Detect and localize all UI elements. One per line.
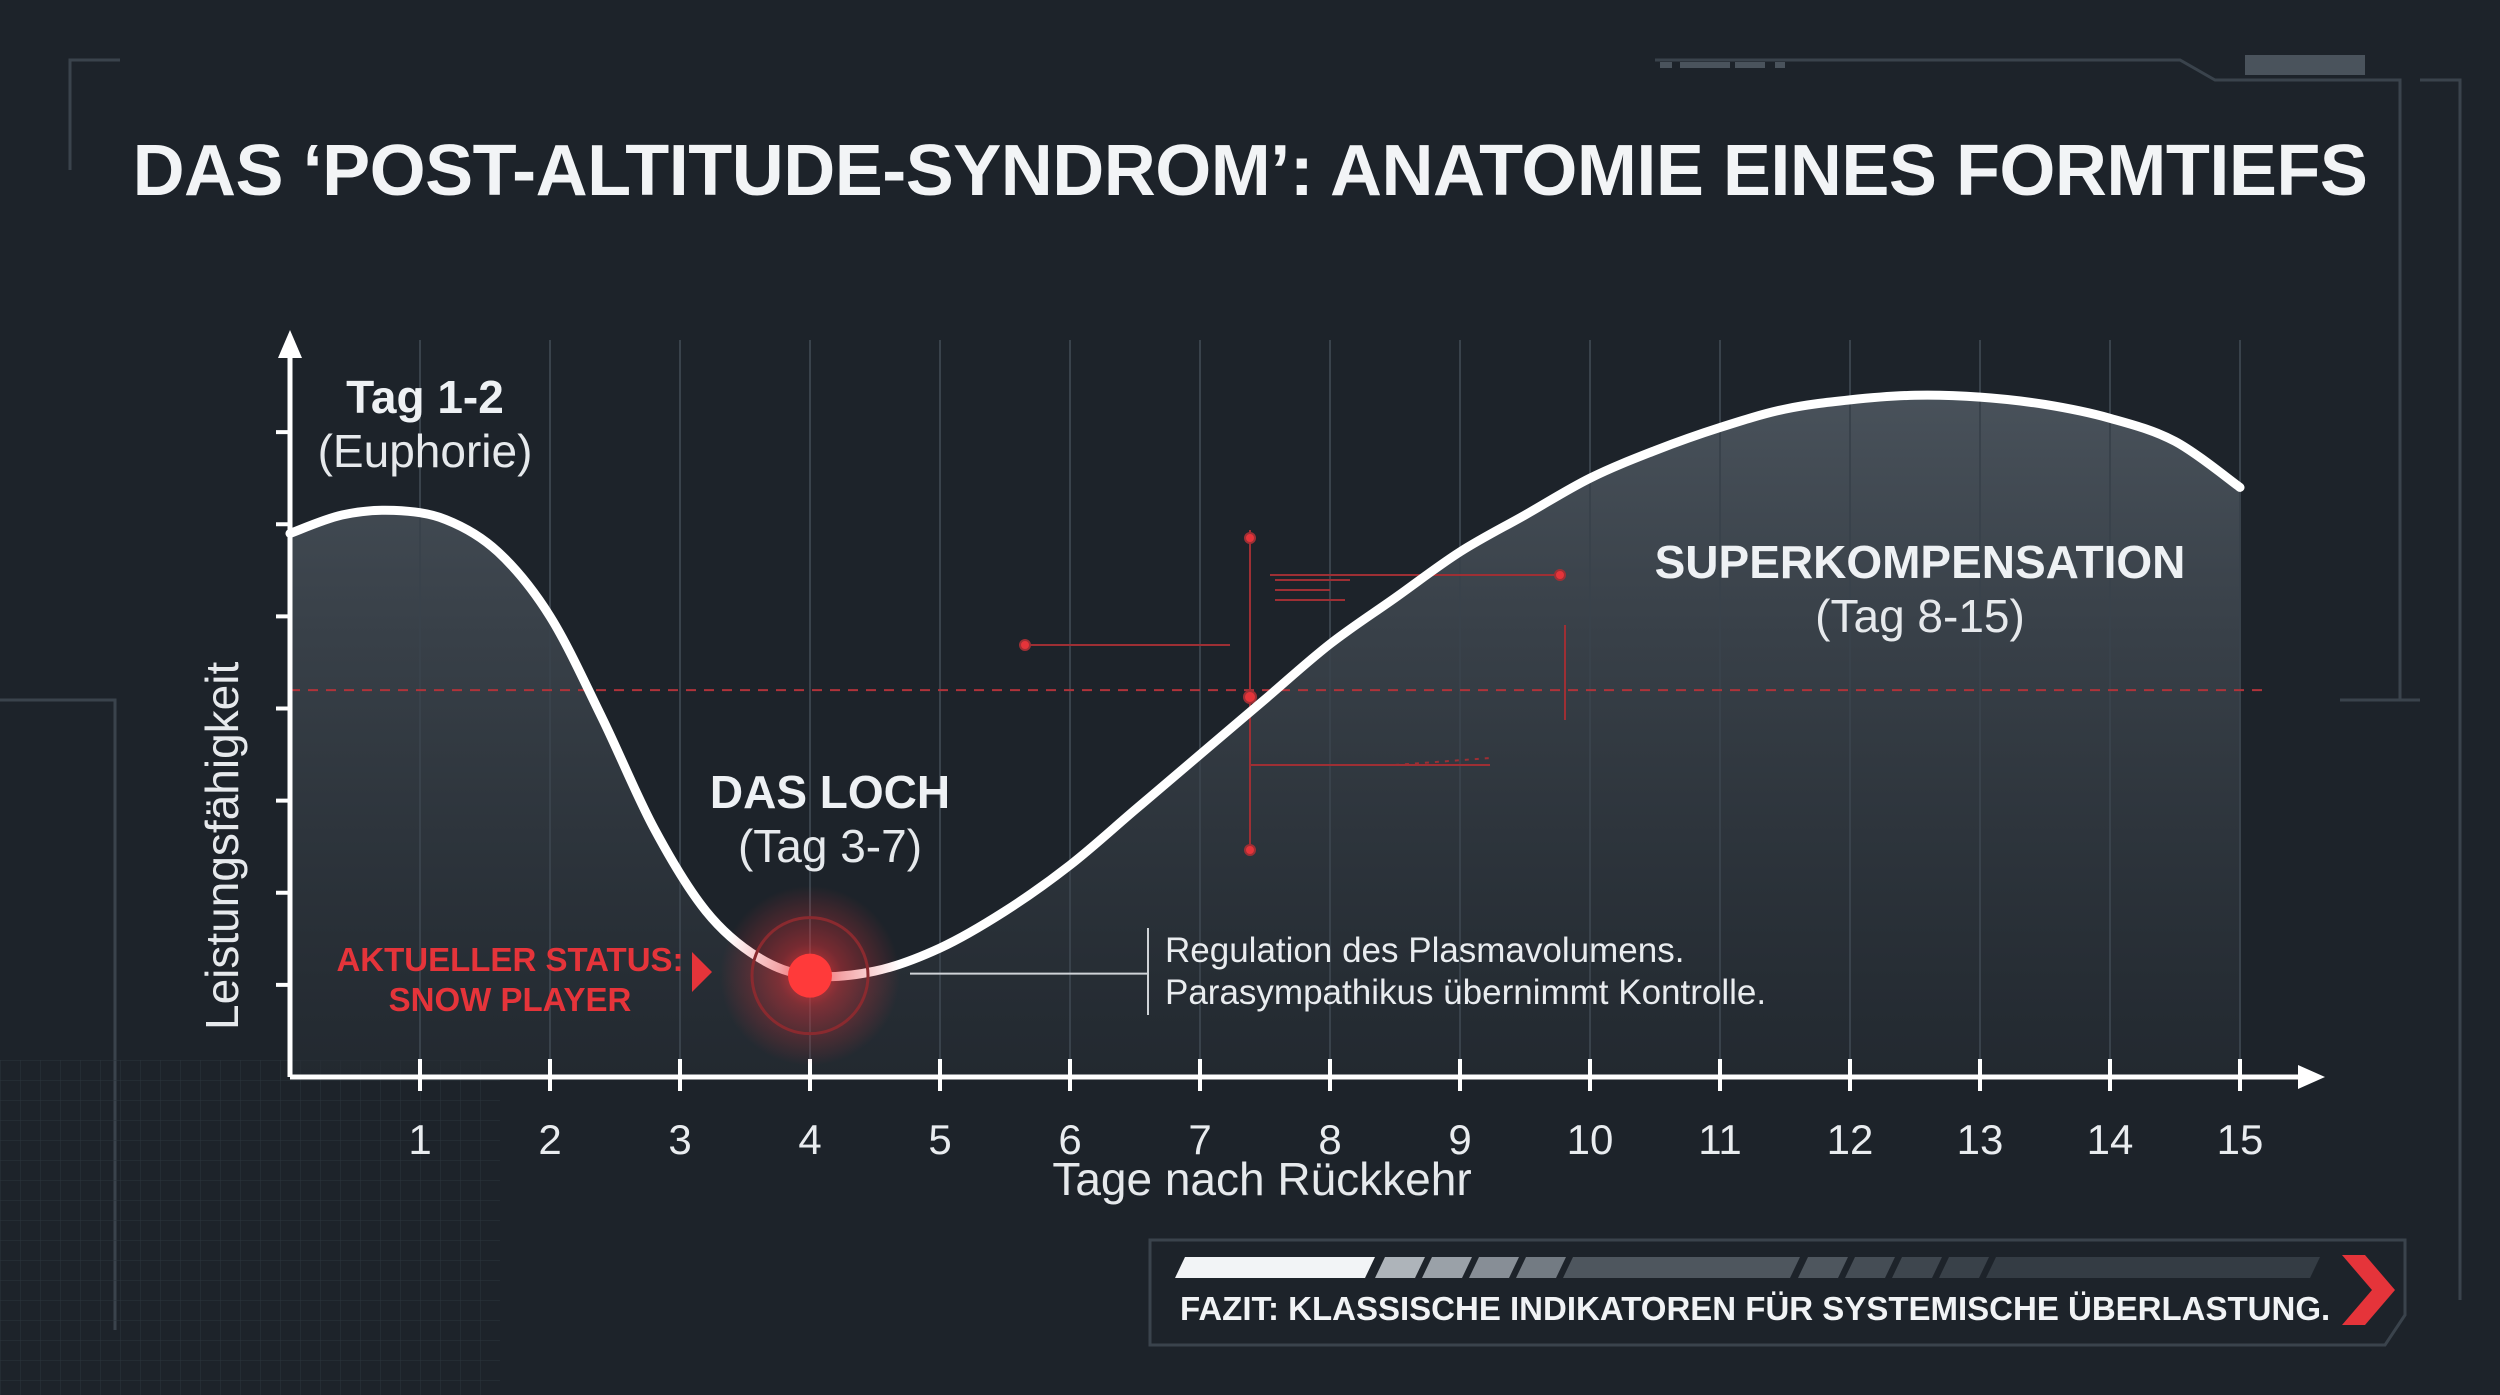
fazit-text: FAZIT: KLASSISCHE INDIKATOREN FÜR SYSTEM… — [1180, 1290, 2331, 1327]
status-line-1: AKTUELLER STATUS: — [336, 941, 684, 978]
page-title: DAS ‘POST-ALTITUDE-SYNDROM’: ANATOMIE EI… — [132, 131, 2368, 211]
status-arrow-icon — [692, 952, 712, 992]
x-tick-label: 8 — [1318, 1116, 1341, 1163]
annotation-loch-sub: (Tag 3-7) — [737, 820, 923, 872]
x-tick-label: 12 — [1827, 1116, 1874, 1163]
x-tick-label: 9 — [1448, 1116, 1471, 1163]
x-axis-label: Tage nach Rückkehr — [1052, 1153, 1471, 1205]
y-axis-label: Leistungsfähigkeit — [196, 662, 248, 1030]
current-status-marker — [720, 885, 1149, 1066]
annotation-superkompensation: SUPERKOMPENSATION (Tag 8-15) — [1620, 535, 2220, 643]
annotation-euphorie: Tag 1-2 (Euphorie) — [290, 370, 560, 478]
note-line-2: Parasympathikus übernimmt Kontrolle. — [1165, 973, 1767, 1012]
x-tick-label: 7 — [1188, 1116, 1211, 1163]
x-tick-label: 2 — [538, 1116, 561, 1163]
note-line-1: Regulation des Plasmavolumens. — [1165, 931, 1685, 970]
hud-red-overlay — [1019, 530, 1566, 856]
y-axis-arrow-icon — [278, 330, 302, 358]
x-tick-label: 14 — [2087, 1116, 2134, 1163]
x-tick-label: 3 — [668, 1116, 691, 1163]
hud-ticks — [1660, 55, 2365, 75]
axes — [276, 330, 2325, 1089]
annotation-euphorie-title: Tag 1-2 — [346, 371, 504, 423]
x-tick-label: 10 — [1567, 1116, 1614, 1163]
fazit-progress-bar — [1175, 1257, 2320, 1278]
x-axis-arrow-icon — [2298, 1065, 2325, 1089]
current-status-label: AKTUELLER STATUS: SNOW PLAYER — [330, 940, 690, 1020]
grid-lines — [419, 340, 2241, 1077]
annotation-euphorie-sub: (Euphorie) — [317, 425, 533, 477]
chevron-right-icon — [2342, 1255, 2395, 1325]
x-tick-label: 15 — [2217, 1116, 2264, 1163]
x-tick-label: 4 — [798, 1116, 821, 1163]
annotation-superkompensation-sub: (Tag 8-15) — [1815, 590, 2025, 642]
x-tick-label: 1 — [408, 1116, 431, 1163]
hud-grid-patch — [0, 1060, 500, 1395]
x-tick-labels: 1 2 3 4 5 6 7 8 9 10 11 12 13 14 15 — [408, 1059, 2263, 1163]
physiology-note: Regulation des Plasmavolumens. Parasympa… — [1165, 930, 1766, 1014]
performance-area — [290, 395, 2240, 1078]
annotation-loch: DAS LOCH (Tag 3-7) — [680, 765, 980, 873]
x-tick-label: 13 — [1957, 1116, 2004, 1163]
status-line-2: SNOW PLAYER — [388, 981, 632, 1018]
x-tick-label: 6 — [1058, 1116, 1081, 1163]
hud-frame — [0, 58, 2462, 1347]
x-tick-label: 5 — [928, 1116, 951, 1163]
annotation-superkompensation-title: SUPERKOMPENSATION — [1654, 536, 2186, 588]
x-tick-label: 11 — [1698, 1116, 1742, 1163]
annotation-loch-title: DAS LOCH — [709, 766, 951, 818]
performance-curve — [285, 390, 2245, 982]
